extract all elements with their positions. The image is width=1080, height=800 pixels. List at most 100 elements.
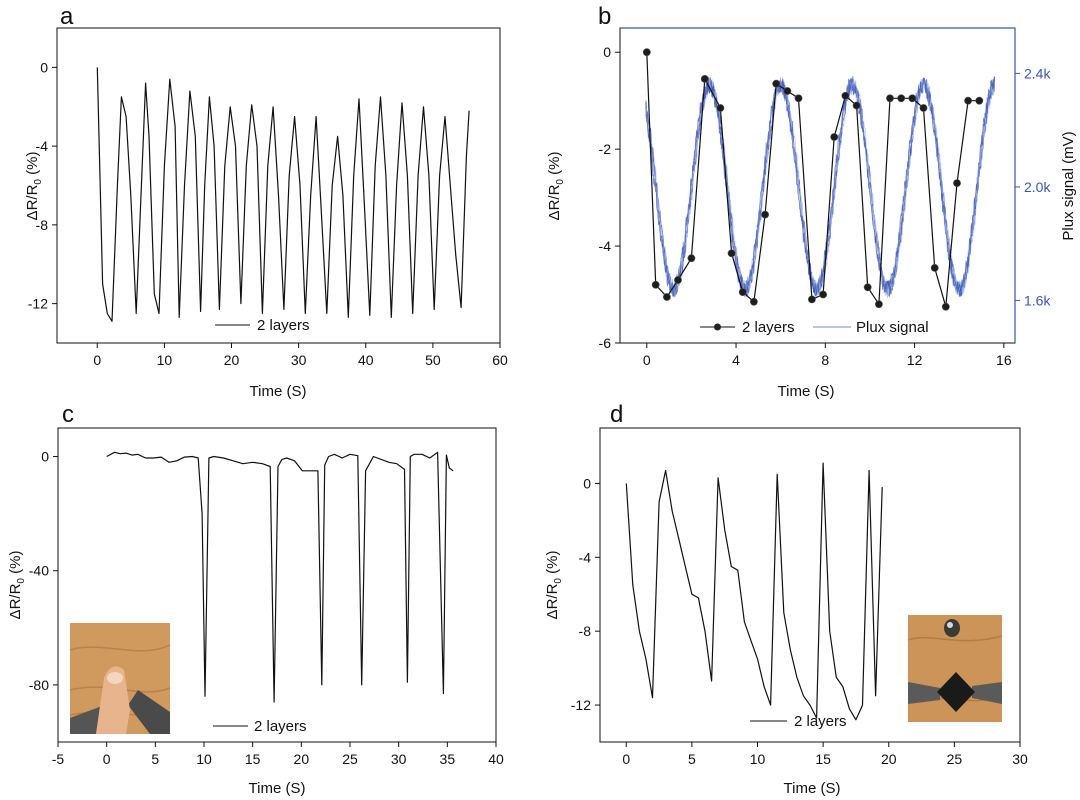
panel-d-x-tick-label-1: 5 [688,751,696,767]
panel-a-legend-label: 2 layers [257,317,310,334]
panel-b-marker-17 [841,91,850,100]
panel-a-x-tick-label-5: 50 [425,352,441,368]
panel-a-x-tick-label-0: 0 [93,352,101,368]
panel-b-marker-0 [642,48,651,57]
panel-a: a 0 10 20 30 40 50 60 0 -4 -8 -12 Time (S) ΔR/R0 (… [24,3,508,400]
panel-c-x-tick-label-7: 30 [391,751,407,767]
panel-b-marker-21 [886,94,894,103]
panel-b-right-tick-label-0: 1.6k [1024,292,1051,308]
panel-b-y-axis-label: ΔR/R0 (%) [546,152,566,221]
panel-c-x-tick-label-8: 35 [440,751,456,767]
panel-b-marker-14 [808,295,816,304]
panel-d-frame [599,427,1021,743]
panel-d-legend: 2 layers [750,713,847,730]
panel-b-marker-23 [908,94,917,103]
panel-b-marker-10 [761,210,769,219]
panel-b-right-axis-label: Plux signal (mV) [1060,131,1077,240]
panel-b-ticks: 0 4 8 12 16 0 -2 -4 -6 1.6k 2.0k 2.4k [599,44,1052,368]
panel-c-x-tick-label-0: -5 [52,751,65,767]
panel-c-x-tick-label-1: 0 [103,751,111,767]
panel-b-marker-25 [930,263,939,272]
panel-c-y-axis-label: ΔR/R0 (%) [7,551,27,620]
panel-c-series-2-layers [106,451,454,703]
panel-a-frame [56,27,501,344]
panel-d-photo-sensor [937,672,975,712]
panel-b-marker-27 [953,179,961,187]
panel-a-x-tick-label-6: 60 [492,352,508,368]
panel-c-x-tick-label-2: 5 [151,751,159,767]
panel-c-inset-photo [69,623,171,734]
panel-a-y-tick-label-2: -8 [36,217,49,233]
panel-c-plot-area [106,451,454,703]
panel-b-legend-marker-2-layers [714,323,721,331]
panel-a-series-2-layers [96,67,470,322]
panel-b-x-tick-label-1: 4 [732,352,740,368]
panel-b-x-axis-label: Time (S) [778,383,835,400]
panel-c-letter: c [62,401,74,428]
panel-d-plot-area [625,462,883,721]
panel-c-legend-label: 2 layers [254,718,307,735]
panel-b-marker-7 [727,249,736,258]
panel-a-y-tick-label-0: 0 [40,59,48,75]
panel-d-x-tick-label-5: 25 [947,751,963,767]
panel-b-marker-18 [852,101,861,110]
panel-d-y-tick-label-0: 0 [583,475,591,491]
panel-b-marker-1 [651,280,660,289]
panel-b-y-tick-label-0: 0 [603,44,611,60]
panel-a-x-axis-label: Time (S) [250,383,307,400]
panel-b-plux-strand-1 [645,76,996,298]
panel-c-x-axis-label: Time (S) [249,780,306,797]
panel-c-x-tick-label-5: 20 [294,751,310,767]
panel-c-photo-fingernail [107,672,123,684]
panel-c-photo-finger [96,666,130,734]
panel-b-marker-26 [941,302,950,311]
panel-d-legend-label: 2 layers [794,713,847,730]
panel-c-y-tick-label-1: -40 [29,563,49,579]
panel-d-photo-ball [944,619,960,637]
panel-b-plot-area [642,48,996,311]
panel-b-legend-label-plux: Plux signal [856,319,929,336]
panel-d-x-tick-label-3: 15 [815,751,831,767]
panel-b-marker-20 [875,300,883,309]
panel-a-y-tick-label-1: -4 [36,138,49,154]
panel-c-photo-clamp-right [128,690,170,734]
panel-b-marker-11 [772,79,781,88]
panel-c-x-tick-label-3: 10 [196,751,212,767]
panel-b-marker-16 [830,133,839,141]
panel-c-frame [57,427,497,743]
panel-b-x-tick-label-3: 12 [907,352,923,368]
panel-b-legend: 2 layers Plux signal [700,319,929,336]
panel-d-photo-clamp-right [972,682,1002,704]
panel-a-letter: a [60,3,74,30]
panel-b-marker-13 [794,94,803,103]
panel-a-legend: 2 layers [215,317,310,334]
panel-a-y-tick-label-3: -12 [28,296,48,312]
panel-b-right-tick-label-2: 2.4k [1024,65,1051,81]
panel-b-series-2-layers-markers [642,48,984,311]
panel-c-x-tick-label-6: 25 [342,751,358,767]
panel-b-marker-15 [819,290,827,299]
panel-b-marker-8 [738,288,747,296]
panel-b-marker-24 [919,104,928,112]
panel-c-x-tick-label-4: 15 [245,751,261,767]
panel-d-y-tick-label-1: -4 [579,549,592,565]
panel-b-marker-3 [674,276,682,284]
panel-b-marker-22 [897,94,906,103]
panel-d-y-tick-label-3: -12 [571,697,591,713]
panel-c-x-tick-label-9: 40 [488,751,504,767]
panel-b-marker-9 [750,297,758,306]
panel-b-marker-12 [783,87,792,95]
panel-b-marker-29 [975,96,984,105]
panel-b-y-tick-label-2: -4 [599,238,612,254]
panel-a-x-tick-label-2: 20 [224,352,240,368]
panel-d-x-tick-label-6: 30 [1012,751,1028,767]
panel-b-y-tick-label-3: -6 [599,335,612,351]
panel-a-y-axis-label: ΔR/R0 (%) [24,152,44,221]
panel-a-plot-area [96,67,470,322]
panel-d-x-tick-label-4: 20 [881,751,897,767]
panel-d-photo-clamp-left [908,682,940,704]
panel-c-legend: 2 layers [213,718,307,735]
panel-d-inset-photo [907,615,1003,722]
panel-d-y-tick-label-2: -8 [579,623,592,639]
panel-d-x-axis-label: Time (S) [784,780,841,797]
